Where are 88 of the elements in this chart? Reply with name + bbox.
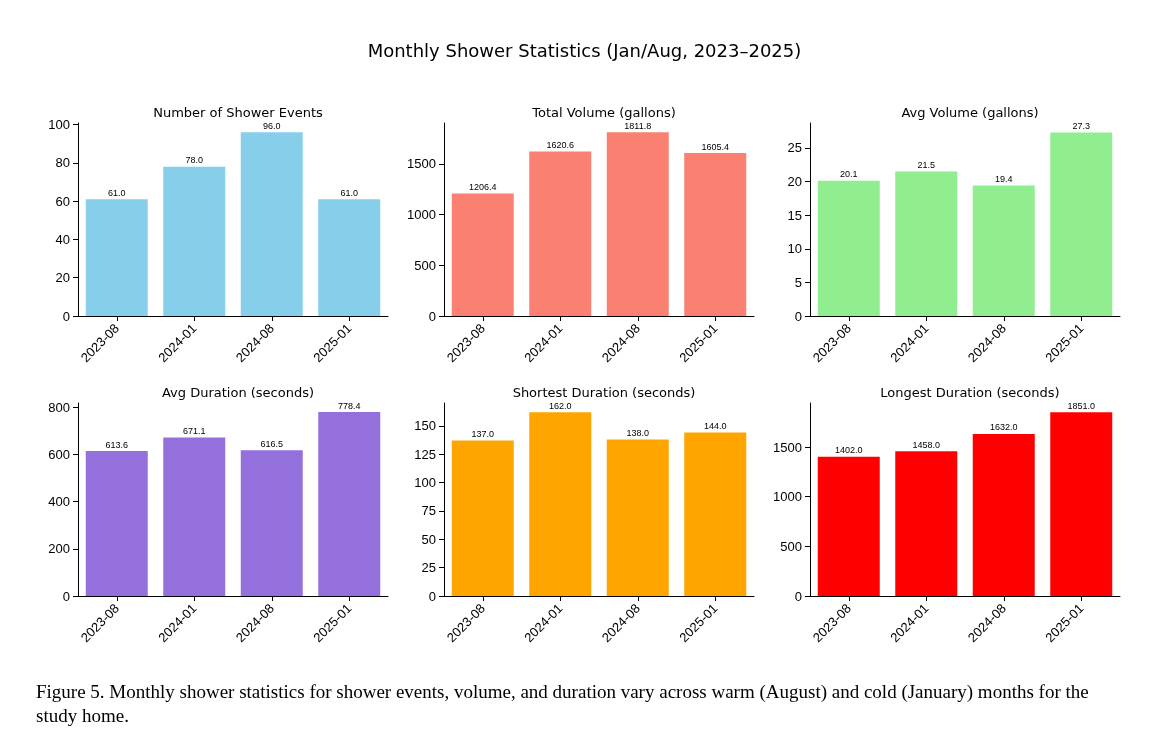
- y-tick-label: 0: [62, 588, 70, 604]
- bar: [972, 185, 1035, 316]
- data-label: 1605.4: [701, 141, 730, 152]
- data-label: 162.0: [548, 400, 572, 411]
- y-tick-label: 600: [48, 446, 70, 462]
- caption: Figure 5. Monthly shower statistics for shower events, volume, and duration vary across warm (August) and cold (January) months for the study home.: [36, 680, 1090, 728]
- data-label: 1458.0: [912, 439, 941, 450]
- data-label: 144.0: [703, 421, 727, 432]
- data-label: 778.4: [337, 400, 361, 411]
- data-label: 671.1: [182, 425, 206, 436]
- data-label: 61.0: [340, 187, 359, 198]
- y-tick-label: 1500: [407, 156, 436, 172]
- y-tick-label: 1500: [773, 439, 802, 455]
- bar: [1050, 132, 1113, 316]
- y-tick-label: 0: [62, 308, 70, 324]
- bar: [684, 432, 747, 596]
- y-tick-label: 25: [421, 560, 436, 576]
- bar: [85, 199, 148, 316]
- text: Monthly Shower Statistics (Jan/Aug, 2023–2025): [366, 40, 803, 61]
- data-label: 1206.4: [468, 182, 497, 193]
- data-label: 96.0: [262, 120, 281, 131]
- chart-title: Avg Duration (seconds): [161, 385, 315, 400]
- y-tick-label: 75: [421, 503, 436, 519]
- bar: [1050, 412, 1113, 596]
- chart-title: Number of Shower Events: [153, 105, 324, 120]
- bar: [163, 166, 226, 316]
- chart-title: Shortest Duration (seconds): [512, 385, 696, 400]
- y-tick-label: 1000: [407, 207, 436, 223]
- bar: [529, 151, 592, 316]
- data-label: 20.1: [839, 169, 858, 180]
- data-label: 61.0: [107, 187, 126, 198]
- bar: [163, 437, 226, 596]
- y-tick-label: 200: [48, 541, 70, 557]
- y-tick-label: 0: [428, 588, 436, 604]
- data-label: 1620.6: [546, 140, 575, 151]
- y-tick-label: 0: [794, 588, 802, 604]
- bar: [817, 180, 880, 316]
- chart-title: Avg Volume (gallons): [901, 105, 1039, 120]
- y-tick-label: 150: [414, 418, 436, 434]
- data-label: 1632.0: [989, 422, 1018, 433]
- data-label: 138.0: [626, 427, 650, 438]
- y-tick-label: 80: [55, 155, 70, 171]
- data-label: 21.5: [917, 159, 936, 170]
- y-tick-label: 1000: [773, 489, 802, 505]
- y-tick-label: 50: [421, 531, 436, 547]
- y-tick-label: 15: [787, 207, 802, 223]
- y-tick-label: 500: [414, 257, 436, 273]
- bar: [895, 451, 958, 596]
- chart-title: Total Volume (gallons): [531, 105, 676, 120]
- y-tick-label: 400: [48, 494, 70, 510]
- y-tick-label: 100: [48, 117, 70, 133]
- data-label: 1402.0: [834, 445, 863, 456]
- y-tick-label: 10: [787, 241, 802, 257]
- y-tick-label: 125: [414, 446, 436, 462]
- bar: [240, 132, 303, 316]
- y-tick-label: 20: [55, 270, 70, 286]
- y-tick-label: 60: [55, 193, 70, 209]
- bar: [529, 412, 592, 596]
- data-label: 19.4: [994, 174, 1013, 185]
- bar: [817, 456, 880, 596]
- y-tick-label: 0: [794, 308, 802, 324]
- y-tick-label: 5: [794, 274, 802, 290]
- y-tick-label: 100: [414, 475, 436, 491]
- bar: [606, 439, 669, 596]
- bar: [451, 193, 514, 316]
- y-tick-label: 0: [428, 308, 436, 324]
- bar: [240, 450, 303, 596]
- bar: [318, 199, 381, 316]
- bar: [684, 153, 747, 316]
- y-tick-label: 25: [787, 140, 802, 156]
- data-label: 616.5: [260, 438, 284, 449]
- data-label: 78.0: [185, 155, 204, 166]
- chart-title: Longest Duration (seconds): [880, 385, 1060, 400]
- data-label: 1811.8: [624, 120, 652, 131]
- y-tick-label: 800: [48, 399, 70, 415]
- bar: [972, 433, 1035, 596]
- bar: [318, 412, 381, 596]
- data-label: 27.3: [1072, 120, 1091, 131]
- bar: [895, 171, 958, 316]
- y-tick-label: 20: [787, 174, 802, 190]
- y-tick-label: 500: [780, 538, 802, 554]
- data-label: 613.6: [105, 439, 129, 450]
- y-tick-label: 40: [55, 231, 70, 247]
- bar: [606, 132, 669, 316]
- bar: [451, 440, 514, 596]
- data-label: 1851.0: [1067, 400, 1096, 411]
- data-label: 137.0: [471, 429, 495, 440]
- bar: [85, 451, 148, 596]
